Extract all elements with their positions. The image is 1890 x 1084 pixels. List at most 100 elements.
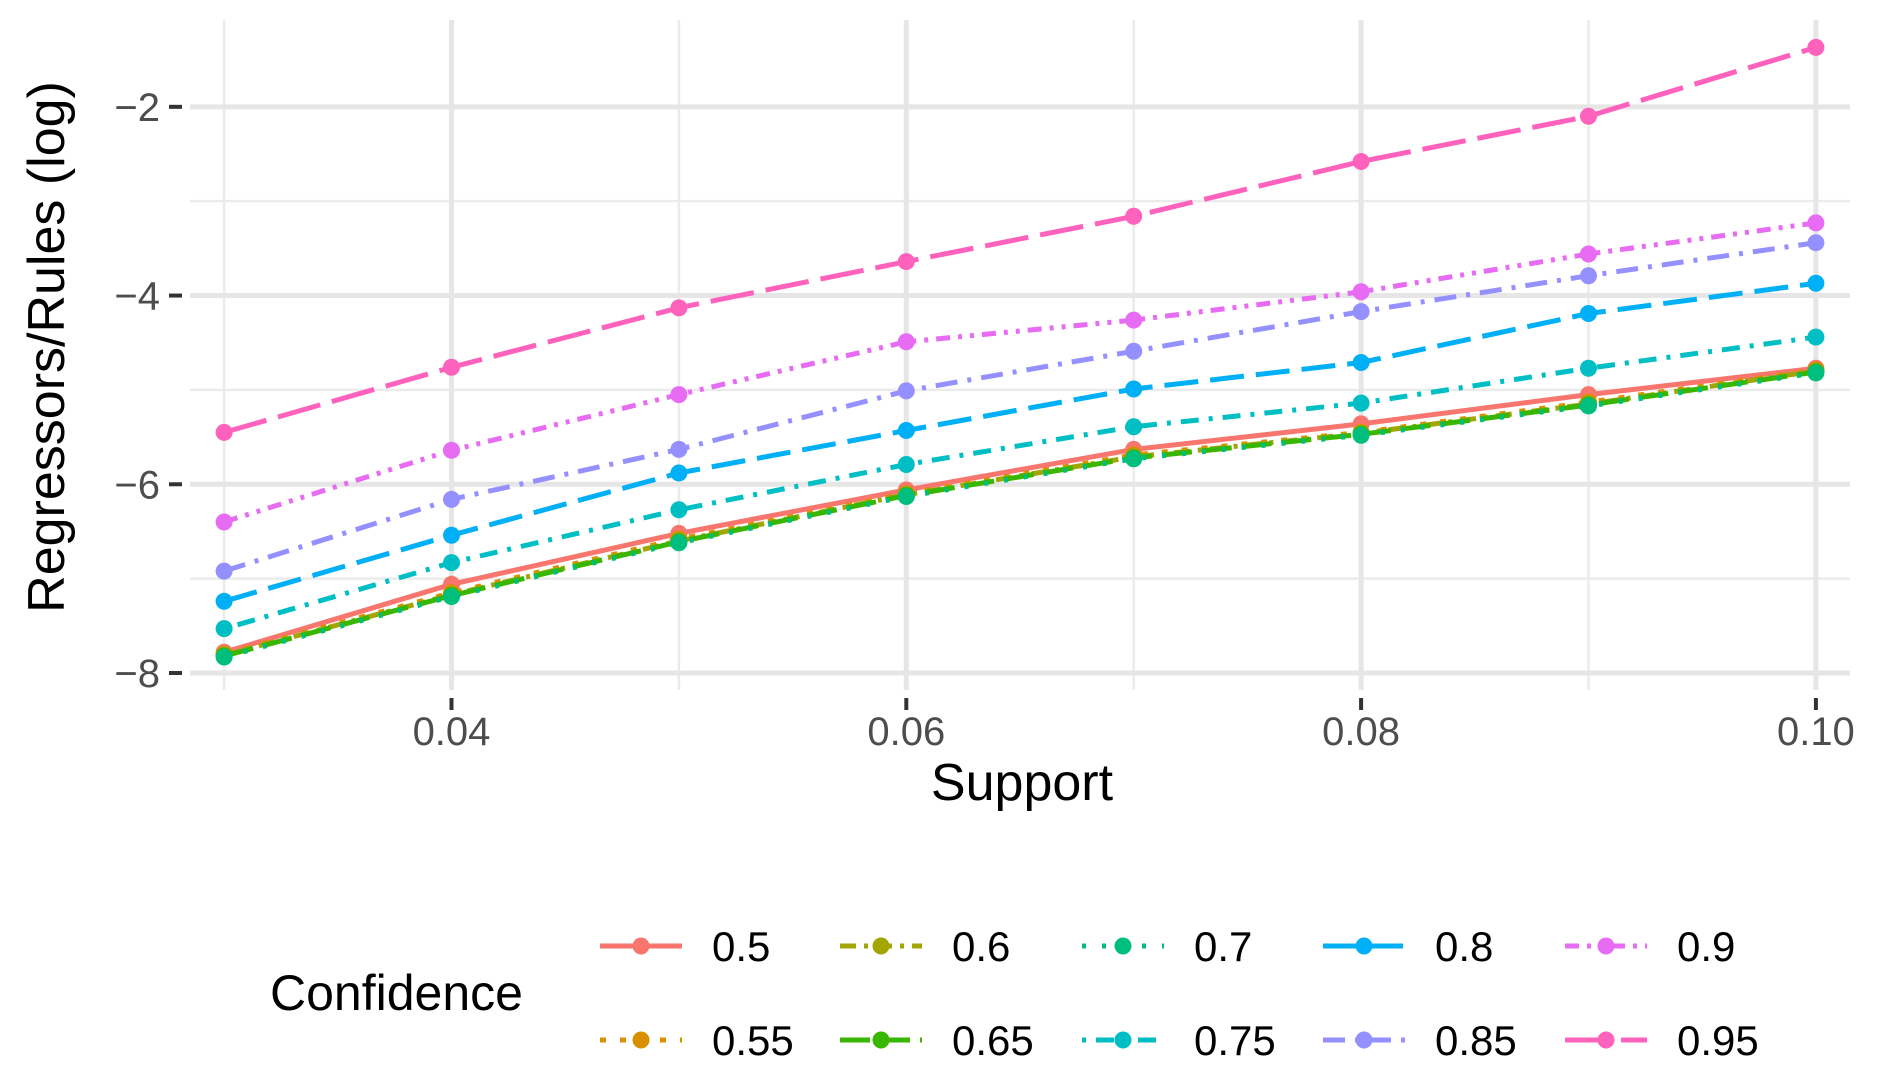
data-point-0_9 [1807,214,1825,232]
legend-item: 0.5 [600,923,770,970]
y-tick-label: −4 [114,275,160,319]
data-point-0_9 [670,386,688,404]
grid [190,20,1850,690]
legend-label: 0.5 [712,923,770,970]
data-point-0_8 [897,421,915,439]
legend-key-point [1597,937,1615,955]
data-point-0_8 [1352,354,1370,372]
series-line-0_65 [223,369,1817,659]
data-point-0_75 [670,501,688,519]
series-line-0_8 [223,280,1817,604]
data-point-0_8 [215,592,233,610]
data-point-0_95 [897,253,915,271]
data-point-0_85 [215,562,233,580]
data-point-0_8 [1579,304,1597,322]
data-point-0_95 [1125,207,1143,225]
legend-key-point [872,937,890,955]
legend-label: 0.9 [1677,923,1735,970]
data-point-0_95 [670,299,688,317]
data-point-0_7 [670,534,688,552]
data-point-0_7 [1807,364,1825,382]
legend-key-point [872,1031,890,1049]
series-line-0_75 [223,334,1817,632]
legend-label: 0.95 [1677,1017,1759,1064]
x-tick-label: 0.04 [413,710,491,754]
data-point-0_95 [1352,153,1370,171]
series-line-0_85 [223,240,1817,574]
y-tick-label: −8 [114,652,160,696]
legend-title: Confidence [270,965,523,1021]
legend-label: 0.75 [1194,1017,1276,1064]
data-point-0_95 [1807,38,1825,56]
data-point-0_95 [443,358,461,376]
series-line-0_9 [223,220,1817,525]
data-point-0_8 [443,526,461,544]
data-point-0_7 [443,588,461,606]
data-point-0_85 [670,440,688,458]
data-point-0_75 [1807,328,1825,346]
legend-label: 0.55 [712,1017,794,1064]
legend-key-point [632,937,650,955]
data-point-0_7 [215,648,233,666]
legend-key-point [632,1031,650,1049]
data-point-0_9 [1125,311,1143,329]
x-tick-label: 0.06 [867,710,945,754]
legend: Confidence 0.5 0.55 0.6 0.65 0.7 0.75 0.8 0.85 0… [270,923,1759,1064]
data-point-0_95 [1579,107,1597,125]
legend-item: 0.9 [1565,923,1735,970]
legend-key-point [1355,937,1373,955]
legend-item: 0.75 [1082,1017,1276,1064]
data-point-0_8 [1125,380,1143,398]
data-point-0_9 [1579,245,1597,263]
data-point-0_85 [1125,342,1143,360]
data-point-0_7 [897,488,915,506]
data-point-0_9 [1352,283,1370,301]
data-point-0_75 [1579,359,1597,377]
legend-item: 0.8 [1323,923,1493,970]
data-point-0_75 [215,620,233,638]
data-point-0_75 [897,455,915,473]
legend-key-point [1355,1031,1373,1049]
legend-item: 0.85 [1323,1017,1517,1064]
legend-item: 0.6 [840,923,1010,970]
data-point-0_7 [1352,426,1370,444]
y-tick-label: −6 [114,463,160,507]
legend-label: 0.6 [952,923,1010,970]
legend-item: 0.55 [600,1017,794,1064]
data-point-0_9 [897,333,915,351]
data-point-0_75 [443,554,461,572]
data-point-0_85 [1352,303,1370,321]
data-point-0_8 [1807,274,1825,292]
legend-label: 0.7 [1194,923,1252,970]
data-point-0_85 [897,382,915,400]
y-axis-title: Regressors/Rules (log) [18,81,76,613]
series-line-0_5 [223,365,1817,655]
legend-key-point [1114,1031,1132,1049]
data-point-0_85 [443,490,461,508]
legend-label: 0.8 [1435,923,1493,970]
x-tick-label: 0.08 [1322,710,1400,754]
x-axis-title: Support [931,754,1114,812]
x-tick-label: 0.10 [1777,710,1855,754]
data-point-0_95 [215,423,233,441]
series-line-0_95 [223,45,1817,435]
legend-key-point [1114,937,1132,955]
legend-item: 0.65 [840,1017,1034,1064]
axes: −8 −6 −4 −2 0.04 0.06 0.08 0.10 [114,86,1854,754]
data-point-0_75 [1352,394,1370,412]
series-group [215,38,1825,666]
legend-label: 0.85 [1435,1017,1517,1064]
legend-label: 0.65 [952,1017,1034,1064]
data-point-0_8 [670,464,688,482]
data-point-0_7 [1579,397,1597,415]
data-point-0_9 [443,441,461,459]
legend-key-point [1597,1031,1615,1049]
legend-item: 0.95 [1565,1017,1759,1064]
data-point-0_75 [1125,418,1143,436]
y-tick-label: −2 [114,86,160,130]
data-point-0_85 [1807,234,1825,252]
data-point-0_85 [1579,267,1597,285]
data-point-0_9 [215,513,233,531]
